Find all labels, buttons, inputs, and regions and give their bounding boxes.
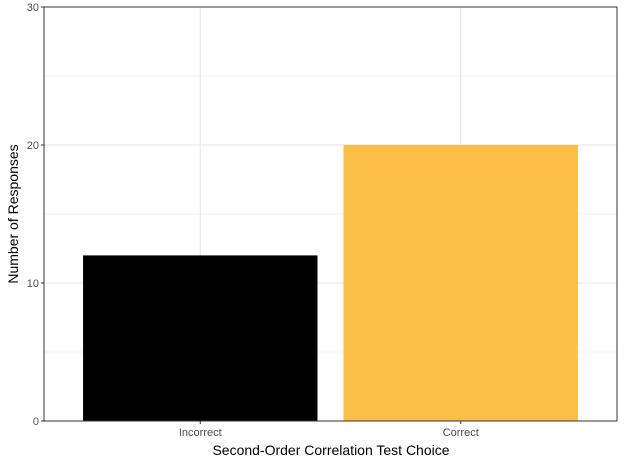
x-tick-label: Incorrect	[179, 427, 222, 439]
y-tick-label: 0	[33, 416, 39, 428]
x-axis-title: Second-Order Correlation Test Choice	[212, 442, 449, 458]
bars	[83, 145, 578, 421]
axis-ticks: 0 10 20 30 Incorrect Correct	[27, 2, 479, 439]
y-tick-label: 20	[27, 140, 39, 152]
bar-incorrect	[83, 255, 318, 421]
x-tick-label: Correct	[443, 427, 479, 439]
bar-correct	[343, 145, 578, 421]
y-tick-label: 10	[27, 278, 39, 290]
y-tick-label: 30	[27, 2, 39, 14]
panel-border	[43, 6, 618, 422]
y-axis-title: Number of Responses	[5, 144, 21, 283]
